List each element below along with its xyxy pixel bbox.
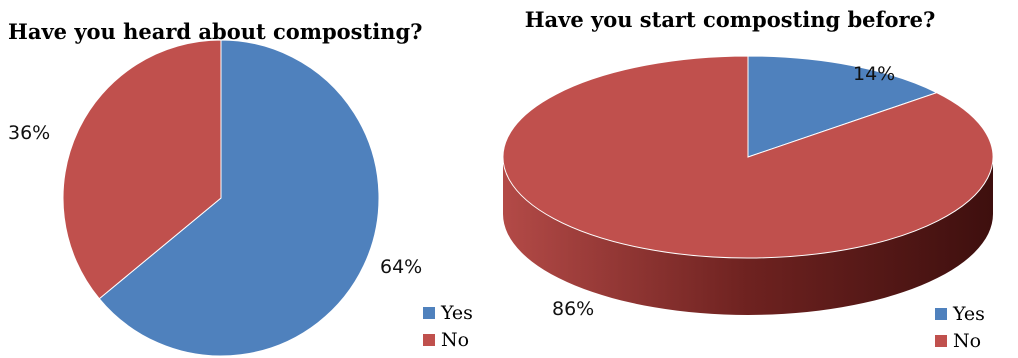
chart2-slice-no xyxy=(502,55,994,259)
chart1-slice-no xyxy=(62,39,222,300)
chart2-legend: Yes No xyxy=(935,300,985,354)
chart2-side-wall xyxy=(503,157,993,315)
legend-label: Yes xyxy=(441,301,473,324)
chart1-legend: Yes No xyxy=(423,299,473,353)
chart2-pie xyxy=(502,55,994,315)
chart1-label-no: 36% xyxy=(8,122,51,144)
chart2-legend-yes: Yes xyxy=(935,300,985,327)
legend-label: No xyxy=(953,329,982,352)
chart1-slice-yes xyxy=(98,39,380,357)
legend-swatch-no xyxy=(423,333,435,346)
chart1-label-yes: 64% xyxy=(380,256,423,278)
legend-swatch-yes xyxy=(935,307,947,320)
chart2-title: Have you start composting before? xyxy=(524,7,936,32)
chart1-legend-yes: Yes xyxy=(423,299,473,326)
legend-swatch-no xyxy=(935,334,947,347)
chart1-legend-no: No xyxy=(423,326,473,353)
chart2-label-no: 86% xyxy=(552,298,595,320)
chart2-label-yes: 14% xyxy=(853,63,896,85)
legend-label: No xyxy=(441,328,470,351)
legend-label: Yes xyxy=(953,302,985,325)
chart1-pie xyxy=(62,39,380,357)
legend-swatch-yes xyxy=(423,306,435,319)
chart2-legend-no: No xyxy=(935,327,985,354)
chart2-slice-yes xyxy=(747,55,939,158)
